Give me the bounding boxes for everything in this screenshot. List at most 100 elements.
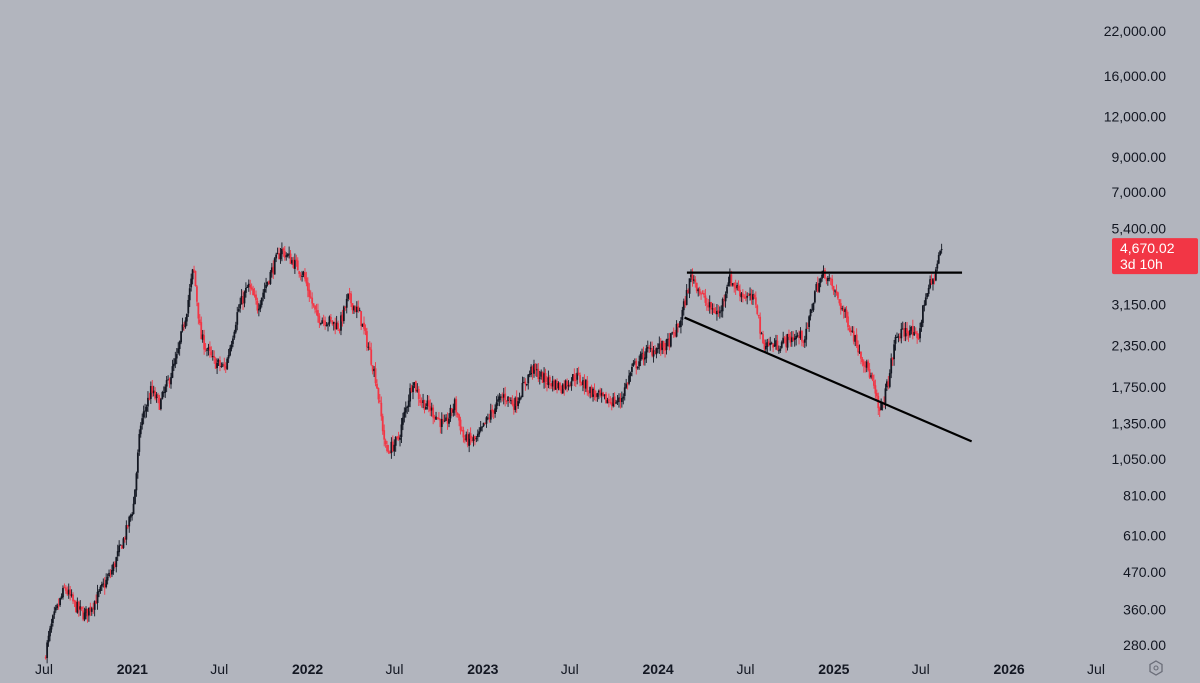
candle [684, 296, 687, 308]
candle [76, 597, 79, 614]
candle [733, 282, 736, 293]
candle [378, 394, 381, 404]
candle [525, 383, 528, 387]
candle [429, 399, 432, 417]
candle [253, 287, 256, 298]
candle [625, 378, 628, 389]
candle [741, 289, 744, 303]
y-axis-tick-label: 610.00 [1123, 527, 1166, 543]
candle [923, 300, 926, 312]
x-axis-tick-label: Jul [737, 661, 755, 677]
candle [754, 291, 757, 309]
candle [537, 363, 540, 383]
candle [448, 413, 450, 428]
candle [482, 422, 485, 428]
x-axis-tick-label: Jul [561, 661, 579, 677]
candle [518, 392, 521, 404]
candle [645, 344, 648, 363]
candle [648, 344, 651, 354]
candle [154, 387, 157, 401]
candle [129, 513, 132, 522]
x-axis-tick-label: 2026 [994, 661, 1025, 677]
candle [546, 376, 548, 392]
y-axis-tick-label: 1,750.00 [1112, 379, 1167, 395]
candle [393, 439, 396, 457]
candle [504, 386, 507, 407]
candle [312, 303, 315, 308]
candle [595, 390, 597, 402]
candle [860, 351, 862, 365]
candle [704, 288, 707, 307]
candle [815, 282, 818, 292]
candle [618, 393, 620, 408]
candle [561, 383, 564, 395]
candle [890, 353, 893, 379]
candle [118, 540, 121, 557]
candle [243, 290, 246, 308]
candle [328, 315, 331, 327]
x-axis[interactable]: Jul 2021 Jul 2022 Jul 2023 Jul 2024 Jul 2025 Jul 20… [35, 661, 1105, 677]
descending-support-trendline[interactable] [684, 316, 973, 443]
candle [479, 420, 482, 433]
candle [792, 331, 795, 342]
y-axis[interactable]: 22,000.00 16,000.00 12,000.00 9,000.00 7,000… [1104, 23, 1167, 653]
candle [122, 536, 125, 549]
x-axis-tick-label: 2024 [643, 661, 674, 677]
candle [873, 374, 875, 389]
candle [309, 290, 312, 299]
candle [576, 368, 579, 385]
candle [517, 397, 520, 409]
candle [597, 389, 600, 400]
candle [149, 381, 152, 404]
candle [531, 365, 534, 380]
candle [44, 655, 47, 660]
candle [230, 340, 233, 352]
candle [798, 330, 800, 345]
candle [174, 351, 177, 369]
candle [207, 343, 210, 356]
candle [852, 326, 855, 345]
candle [623, 382, 626, 401]
candle [89, 602, 92, 617]
candle [891, 357, 894, 366]
candle [151, 379, 154, 397]
candle [223, 357, 226, 371]
candle [672, 327, 675, 338]
candle [610, 398, 613, 411]
candle [270, 263, 273, 278]
candle [767, 338, 770, 347]
candle [635, 358, 638, 375]
candle [440, 412, 443, 434]
candle [420, 397, 423, 408]
candle [554, 379, 557, 390]
candle [628, 369, 630, 386]
candle [452, 403, 455, 417]
candle [276, 247, 279, 255]
candle [105, 573, 108, 589]
candle [901, 321, 904, 330]
candle [445, 414, 448, 422]
candle [311, 292, 314, 309]
tradingview-logo-icon[interactable] [1149, 660, 1163, 676]
candle [177, 342, 180, 355]
candle [257, 303, 260, 317]
candle [345, 294, 348, 314]
candle [56, 603, 59, 610]
candle [432, 404, 435, 425]
candle [327, 322, 329, 332]
candle [268, 280, 270, 286]
candle [302, 270, 305, 278]
candle [394, 436, 397, 452]
x-axis-tick-label: Jul [35, 661, 53, 677]
candle [849, 326, 852, 336]
candle [325, 322, 328, 327]
candle [677, 322, 679, 333]
candle [155, 392, 158, 403]
candle [181, 317, 184, 333]
candle [87, 607, 90, 622]
candle [419, 394, 422, 406]
candle [832, 285, 835, 295]
candle [776, 334, 779, 351]
